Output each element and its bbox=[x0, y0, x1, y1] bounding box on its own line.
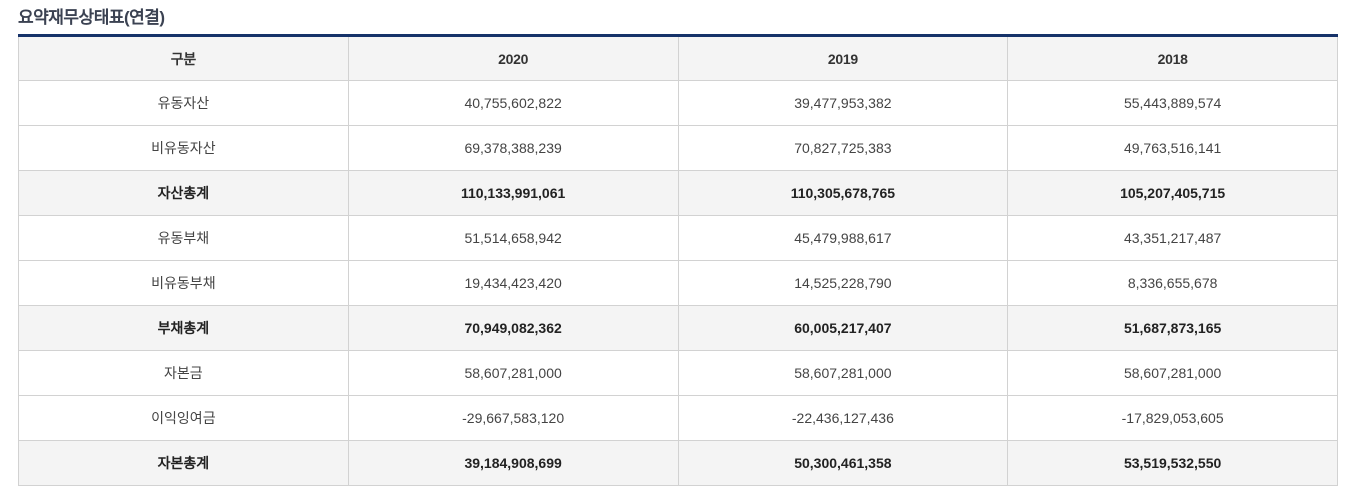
cell-2018: 43,351,217,487 bbox=[1007, 215, 1338, 261]
cell-2020: 58,607,281,000 bbox=[347, 350, 679, 396]
cell-2020: 70,949,082,362 bbox=[347, 305, 679, 351]
row-label: 자산총계 bbox=[18, 170, 349, 216]
cell-2018: 58,607,281,000 bbox=[1007, 350, 1338, 396]
row-label: 유동부채 bbox=[18, 215, 349, 261]
cell-2019: 14,525,228,790 bbox=[677, 260, 1009, 306]
row-label: 자본총계 bbox=[18, 440, 349, 486]
cell-2020: 51,514,658,942 bbox=[347, 215, 679, 261]
cell-2018: 49,763,516,141 bbox=[1007, 125, 1338, 171]
column-header-2020: 2020 bbox=[347, 35, 679, 81]
table-row-capital-stock: 자본금 58,607,281,000 58,607,281,000 58,607… bbox=[18, 350, 1338, 396]
cell-2020: 39,184,908,699 bbox=[347, 440, 679, 486]
cell-2019: 70,827,725,383 bbox=[677, 125, 1009, 171]
table-row-retained-earnings: 이익잉여금 -29,667,583,120 -22,436,127,436 -1… bbox=[18, 395, 1338, 441]
table-row-current-liabilities: 유동부채 51,514,658,942 45,479,988,617 43,35… bbox=[18, 215, 1338, 261]
cell-2019: 60,005,217,407 bbox=[677, 305, 1009, 351]
cell-2018: 51,687,873,165 bbox=[1007, 305, 1338, 351]
table-row-total-assets: 자산총계 110,133,991,061 110,305,678,765 105… bbox=[18, 170, 1338, 216]
column-header-category: 구분 bbox=[18, 35, 349, 81]
cell-2019: 45,479,988,617 bbox=[677, 215, 1009, 261]
row-label: 자본금 bbox=[18, 350, 349, 396]
cell-2019: 50,300,461,358 bbox=[677, 440, 1009, 486]
row-label: 유동자산 bbox=[18, 80, 349, 126]
financial-table-container: 구분 2020 2019 2018 유동자산 40,755,602,822 39… bbox=[18, 34, 1338, 486]
row-label: 부채총계 bbox=[18, 305, 349, 351]
cell-2020: 19,434,423,420 bbox=[347, 260, 679, 306]
page-title: 요약재무상태표(연결) bbox=[18, 8, 165, 27]
cell-2018: -17,829,053,605 bbox=[1007, 395, 1338, 441]
cell-2018: 53,519,532,550 bbox=[1007, 440, 1338, 486]
cell-2020: 40,755,602,822 bbox=[347, 80, 679, 126]
row-label: 비유동부채 bbox=[18, 260, 349, 306]
cell-2018: 55,443,889,574 bbox=[1007, 80, 1338, 126]
cell-2020: 110,133,991,061 bbox=[347, 170, 679, 216]
table-header-row: 구분 2020 2019 2018 bbox=[18, 35, 1338, 81]
financial-summary-table: 구분 2020 2019 2018 유동자산 40,755,602,822 39… bbox=[18, 34, 1338, 486]
cell-2019: 39,477,953,382 bbox=[677, 80, 1009, 126]
table-row-total-liabilities: 부채총계 70,949,082,362 60,005,217,407 51,68… bbox=[18, 305, 1338, 351]
table-row-noncurrent-liabilities: 비유동부채 19,434,423,420 14,525,228,790 8,33… bbox=[18, 260, 1338, 306]
table-row-current-assets: 유동자산 40,755,602,822 39,477,953,382 55,44… bbox=[18, 80, 1338, 126]
table-row-total-equity: 자본총계 39,184,908,699 50,300,461,358 53,51… bbox=[18, 440, 1338, 486]
cell-2020: 69,378,388,239 bbox=[347, 125, 679, 171]
cell-2019: 58,607,281,000 bbox=[677, 350, 1009, 396]
cell-2018: 8,336,655,678 bbox=[1007, 260, 1338, 306]
cell-2020: -29,667,583,120 bbox=[347, 395, 679, 441]
cell-2019: -22,436,127,436 bbox=[677, 395, 1009, 441]
column-header-2019: 2019 bbox=[677, 35, 1009, 81]
column-header-2018: 2018 bbox=[1007, 35, 1338, 81]
table-row-noncurrent-assets: 비유동자산 69,378,388,239 70,827,725,383 49,7… bbox=[18, 125, 1338, 171]
row-label: 비유동자산 bbox=[18, 125, 349, 171]
cell-2018: 105,207,405,715 bbox=[1007, 170, 1338, 216]
row-label: 이익잉여금 bbox=[18, 395, 349, 441]
cell-2019: 110,305,678,765 bbox=[677, 170, 1009, 216]
